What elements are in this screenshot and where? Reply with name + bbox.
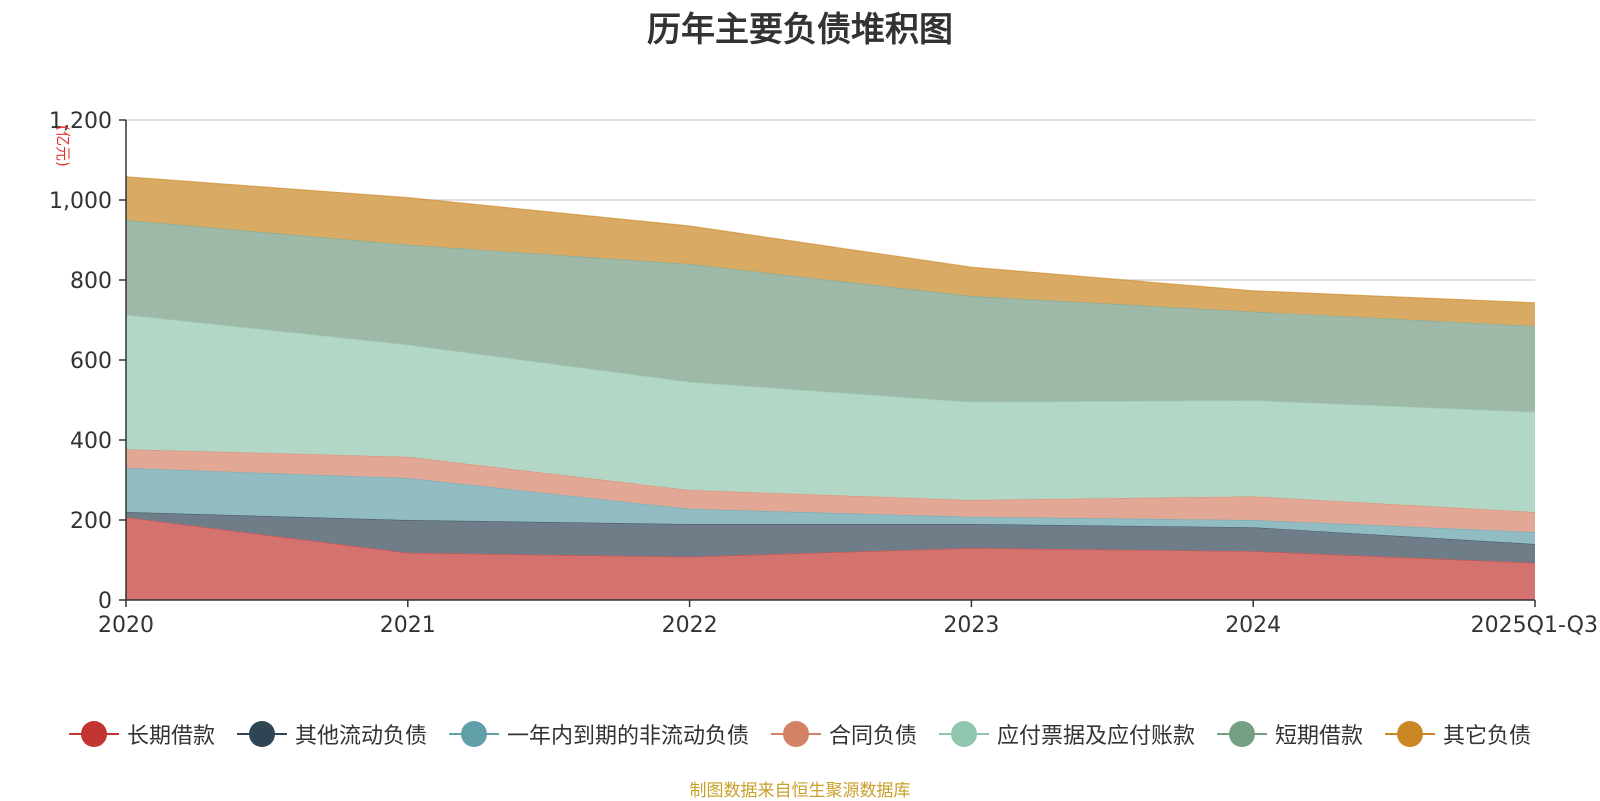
area-series-1 bbox=[126, 517, 1535, 600]
legend-item-3[interactable]: 一年内到期的非流动负债 bbox=[448, 718, 749, 750]
x-tick-label: 2024 bbox=[1225, 613, 1281, 638]
y-tick-label: 800 bbox=[70, 269, 112, 294]
legend-label: 其它负债 bbox=[1443, 724, 1532, 749]
area-series-3 bbox=[126, 468, 1535, 544]
legend-marker-icon bbox=[770, 721, 821, 747]
legend-marker-icon bbox=[939, 721, 989, 747]
axes: 0 200 400 600 800 1,000 1,200 2020 2021 2022 2023 2… bbox=[49, 109, 1598, 638]
x-tick-label: 2023 bbox=[943, 613, 999, 638]
x-tick-label: 2021 bbox=[380, 613, 436, 638]
area-series-7 bbox=[126, 176, 1535, 326]
legend-label: 应付票据及应付账款 bbox=[997, 724, 1196, 749]
legend-marker-icon bbox=[1385, 721, 1436, 747]
legend-label: 其他流动负债 bbox=[294, 724, 427, 749]
x-tick-label: 2025Q1-Q3 bbox=[1471, 613, 1598, 638]
legend-label: 短期借款 bbox=[1275, 724, 1364, 749]
y-tick-label: 0 bbox=[98, 589, 112, 614]
legend-item-1[interactable]: 长期借款 bbox=[68, 718, 215, 750]
legend: 长期借款 其他流动负债 一年内到期的非流动负债 合同负债 应付票据及应付账款 短期借款 其它… bbox=[0, 716, 1600, 752]
x-tick-label: 2022 bbox=[662, 613, 718, 638]
legend-item-5[interactable]: 应付票据及应付账款 bbox=[939, 718, 1195, 750]
y-tick-label: 1,000 bbox=[49, 189, 112, 214]
area-series-5 bbox=[126, 314, 1535, 512]
x-tick-label: 2020 bbox=[98, 613, 154, 638]
legend-marker-icon bbox=[1217, 721, 1268, 747]
legend-label: 合同负债 bbox=[828, 724, 917, 749]
chart-title: 历年主要负债堆积图 bbox=[647, 10, 953, 50]
area-series-6 bbox=[126, 220, 1535, 412]
legend-item-6[interactable]: 短期借款 bbox=[1217, 718, 1363, 750]
y-tick-label: 200 bbox=[70, 509, 112, 534]
legend-marker-icon bbox=[236, 721, 287, 747]
y-tick-label: 400 bbox=[70, 429, 112, 454]
area-series-2 bbox=[126, 512, 1535, 563]
y-axis-unit-label: (亿元) bbox=[54, 125, 72, 167]
stacked-areas bbox=[125, 176, 1536, 600]
legend-label: 长期借款 bbox=[126, 724, 215, 749]
source-note: 制图数据来自恒生聚源数据库 bbox=[689, 781, 911, 801]
area-series-4 bbox=[126, 449, 1535, 532]
legend-item-7[interactable]: 其它负债 bbox=[1385, 718, 1531, 750]
legend-item-2[interactable]: 其他流动负债 bbox=[236, 718, 427, 750]
y-tick-label: 1,200 bbox=[49, 109, 112, 134]
legend-label: 一年内到期的非流动负债 bbox=[506, 724, 749, 749]
legend-marker-icon bbox=[448, 721, 499, 747]
area-series-7-line bbox=[125, 176, 1536, 304]
legend-marker-icon bbox=[68, 721, 119, 747]
y-tick-label: 600 bbox=[70, 349, 112, 374]
legend-item-4[interactable]: 合同负债 bbox=[770, 718, 917, 750]
